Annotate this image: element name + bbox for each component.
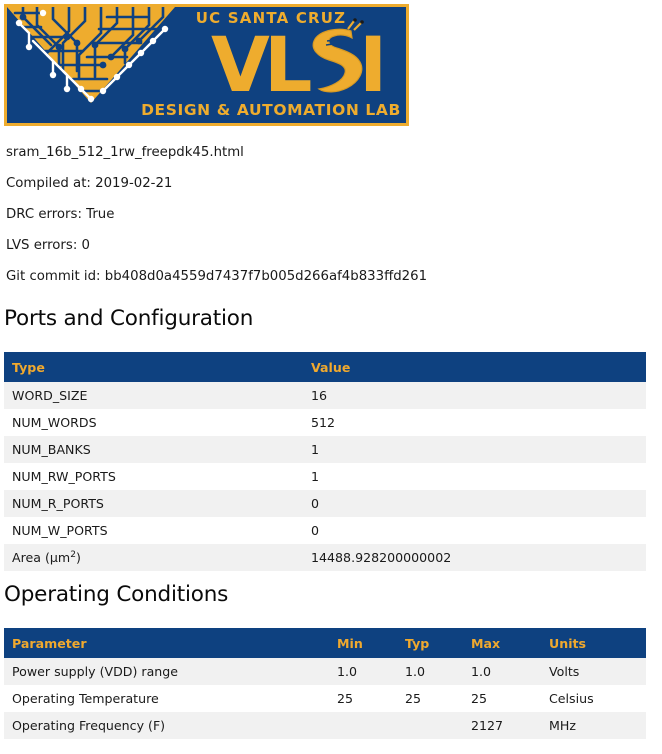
op-col-min: Min	[329, 628, 397, 658]
ports-table-header-row: Type Value	[4, 352, 646, 382]
ports-cell-value: 16	[303, 382, 646, 409]
area-label-prefix: Area (µm	[12, 550, 71, 565]
op-col-max: Max	[463, 628, 541, 658]
table-row: Operating Temperature 25 25 25 Celsius	[4, 685, 646, 712]
area-label-suffix: )	[75, 550, 81, 565]
op-cell-units: Celsius	[541, 685, 646, 712]
ports-cell-value: 512	[303, 409, 646, 436]
circuit-traces-white	[17, 21, 167, 101]
operating-conditions-table: Parameter Min Typ Max Units Power supply…	[4, 628, 646, 739]
logo-letter-i: I	[359, 20, 387, 109]
table-row: NUM_WORDS 512	[4, 409, 646, 436]
table-row: NUM_W_PORTS 0	[4, 517, 646, 544]
op-col-units: Units	[541, 628, 646, 658]
ports-cell-value: 0	[303, 490, 646, 517]
lvs-errors-line: LVS errors: 0	[6, 238, 90, 253]
op-col-parameter: Parameter	[4, 628, 329, 658]
op-cell-min: 1.0	[329, 658, 397, 685]
logo-org-line: UC SANTA CRUZ	[196, 9, 347, 27]
git-commit-line: Git commit id: bb408d0a4559d7437f7b005d2…	[6, 269, 428, 284]
circuit-triangle-icon	[7, 7, 175, 103]
op-cell-typ	[397, 712, 463, 739]
ports-cell-value: 1	[303, 463, 646, 490]
table-row: NUM_R_PORTS 0	[4, 490, 646, 517]
op-cell-max: 25	[463, 685, 541, 712]
table-row: Area (µm2) 14488.928200000002	[4, 544, 646, 571]
op-cell-min: 25	[329, 685, 397, 712]
ports-cell-type: NUM_BANKS	[4, 436, 303, 463]
circuit-nodes	[19, 13, 143, 69]
table-row: Power supply (VDD) range 1.0 1.0 1.0 Vol…	[4, 658, 646, 685]
ports-cell-type: NUM_WORDS	[4, 409, 303, 436]
ports-cell-type-area: Area (µm2)	[4, 544, 303, 571]
ports-cell-type: NUM_W_PORTS	[4, 517, 303, 544]
ports-cell-type: NUM_R_PORTS	[4, 490, 303, 517]
op-cell-parameter: Operating Temperature	[4, 685, 329, 712]
logo-letter-l: L	[264, 20, 312, 109]
compiled-at-line: Compiled at: 2019-02-21	[6, 176, 173, 191]
logo-artwork: UC SANTA CRUZ V L I DESIGN & AUTOMATION …	[7, 7, 406, 123]
table-row: NUM_BANKS 1	[4, 436, 646, 463]
uc-santa-cruz-vlsi-logo: UC SANTA CRUZ V L I DESIGN & AUTOMATION …	[4, 4, 409, 126]
ports-cell-type: WORD_SIZE	[4, 382, 303, 409]
op-cell-min	[329, 712, 397, 739]
drc-errors-line: DRC errors: True	[6, 207, 115, 222]
ports-configuration-table: Type Value WORD_SIZE 16 NUM_WORDS 512 NU…	[4, 352, 646, 571]
op-cell-max: 2127	[463, 712, 541, 739]
area-label-superscript: 2	[70, 549, 76, 560]
ports-col-value: Value	[303, 352, 646, 382]
op-cell-parameter: Operating Frequency (F)	[4, 712, 329, 739]
operating-section-heading: Operating Conditions	[4, 582, 229, 607]
logo-tagline: DESIGN & AUTOMATION LAB	[141, 101, 401, 119]
banana-slug-icon	[312, 18, 364, 93]
ports-cell-value: 1	[303, 436, 646, 463]
op-cell-typ: 1.0	[397, 658, 463, 685]
op-cell-units: MHz	[541, 712, 646, 739]
operating-table-header-row: Parameter Min Typ Max Units	[4, 628, 646, 658]
table-row: Operating Frequency (F) 2127 MHz	[4, 712, 646, 739]
logo-letter-v: V	[211, 20, 270, 109]
op-cell-parameter: Power supply (VDD) range	[4, 658, 329, 685]
op-cell-units: Volts	[541, 658, 646, 685]
op-col-typ: Typ	[397, 628, 463, 658]
table-row: NUM_RW_PORTS 1	[4, 463, 646, 490]
ports-cell-type: NUM_RW_PORTS	[4, 463, 303, 490]
ports-cell-value: 0	[303, 517, 646, 544]
op-cell-typ: 25	[397, 685, 463, 712]
ports-cell-value: 14488.928200000002	[303, 544, 646, 571]
ports-col-type: Type	[4, 352, 303, 382]
table-row: WORD_SIZE 16	[4, 382, 646, 409]
circuit-nodes-white	[15, 9, 169, 103]
ports-section-heading: Ports and Configuration	[4, 306, 254, 331]
op-cell-max: 1.0	[463, 658, 541, 685]
report-filename: sram_16b_512_1rw_freepdk45.html	[6, 145, 244, 160]
